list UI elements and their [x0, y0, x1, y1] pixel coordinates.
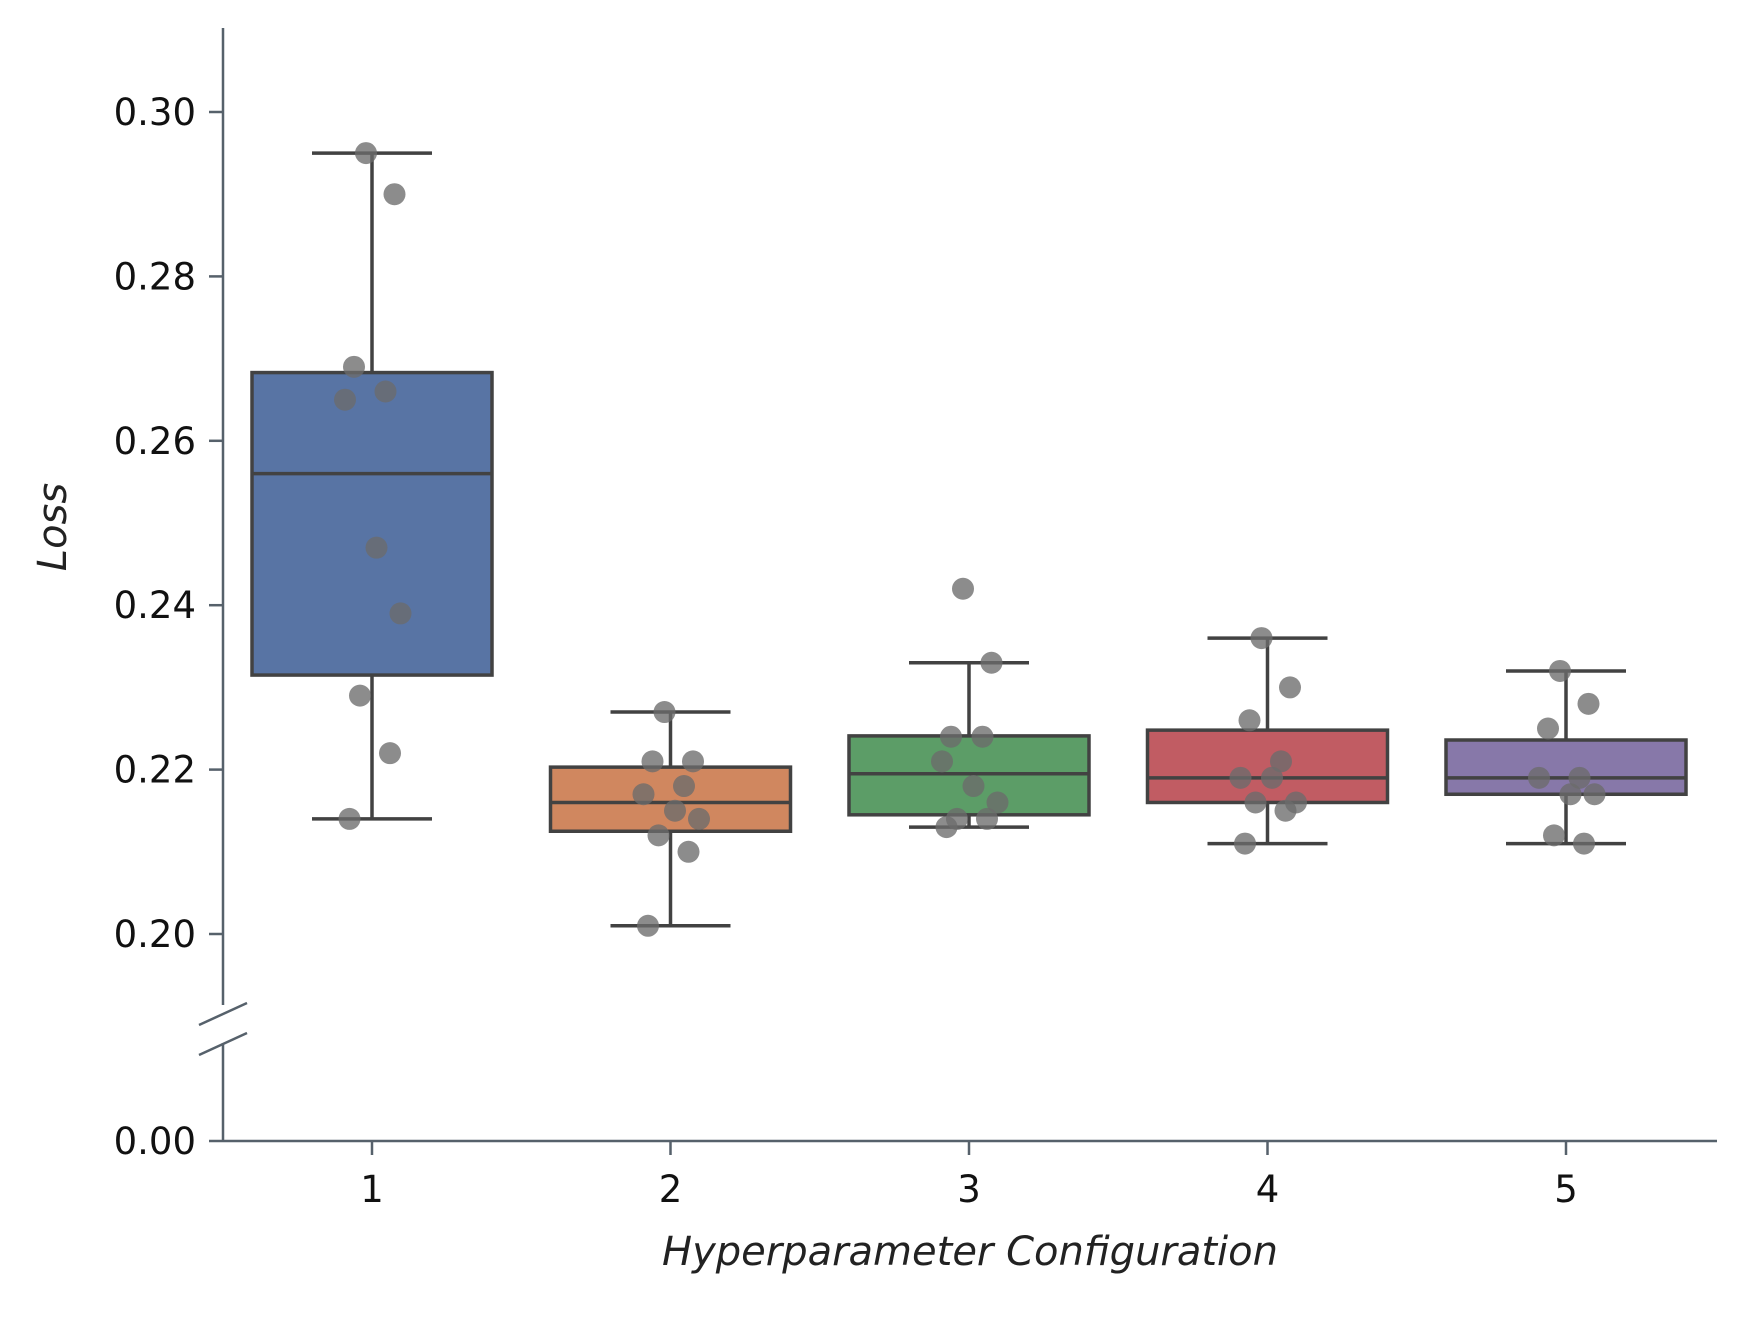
data-point: [1568, 766, 1591, 789]
x-ticks: 1 2 3 4 5: [360, 1141, 1578, 1211]
data-point: [653, 701, 676, 724]
y-tick-label: 0.00: [114, 1120, 196, 1163]
data-point: [632, 783, 655, 806]
data-point: [1583, 783, 1606, 806]
box-body: [1145, 728, 1390, 805]
data-point: [1528, 766, 1550, 789]
data-point: [1270, 750, 1292, 773]
data-point: [349, 684, 371, 707]
y-tick-label: 0.26: [114, 420, 196, 463]
data-point: [637, 914, 659, 937]
y-tick-label: 0.20: [114, 913, 196, 956]
data-point: [952, 577, 974, 600]
box-5: [1444, 669, 1688, 846]
x-tick-label: 4: [1256, 1168, 1280, 1211]
y-axis-title: Loss: [30, 483, 76, 571]
data-point: [343, 355, 365, 378]
data-point: [383, 183, 406, 206]
data-point: [940, 725, 962, 748]
data-point: [1559, 783, 1582, 806]
y-tick-label: 0.30: [114, 91, 196, 134]
data-points: [334, 142, 1606, 937]
data-point: [1279, 676, 1301, 699]
data-point: [1250, 627, 1273, 650]
x-tick-label: 5: [1554, 1168, 1578, 1211]
data-point: [1274, 799, 1297, 822]
data-point: [365, 536, 388, 559]
data-point: [1577, 692, 1600, 715]
data-point: [677, 840, 700, 863]
box-4: [1145, 636, 1390, 846]
data-point: [1543, 824, 1565, 847]
data-point: [355, 142, 377, 165]
y-tick-label: 0.24: [114, 584, 196, 627]
data-point: [971, 725, 994, 748]
data-point: [1549, 659, 1571, 682]
y-ticks: 0.00 0.20 0.22 0.24 0.26 0.28 0.30: [114, 91, 223, 1163]
data-point: [379, 742, 401, 765]
x-axis-title: Hyperparameter Configuration: [662, 1229, 1278, 1275]
data-point: [976, 807, 998, 830]
data-point: [931, 750, 953, 773]
axis-break-mark-top: [198, 1001, 248, 1027]
box-body: [548, 765, 793, 833]
axis-break-mark-bottom: [198, 1031, 248, 1057]
y-tick-label: 0.22: [114, 749, 196, 792]
data-point: [374, 380, 397, 403]
x-tick-label: 3: [957, 1168, 981, 1211]
data-point: [980, 651, 1003, 674]
data-point: [647, 824, 670, 847]
box-3: [847, 660, 1091, 829]
data-point: [935, 816, 958, 839]
data-point: [334, 388, 356, 411]
data-point: [682, 750, 704, 773]
data-point: [1573, 832, 1595, 855]
data-point: [1238, 709, 1261, 732]
data-point: [389, 602, 412, 625]
data-point: [673, 775, 695, 798]
data-point: [641, 750, 664, 773]
data-point: [1229, 766, 1252, 789]
x-tick-label: 1: [360, 1168, 384, 1211]
data-point: [1537, 717, 1559, 740]
data-point: [1261, 766, 1283, 789]
box-1: [250, 151, 494, 821]
data-point: [664, 799, 686, 822]
box-body: [250, 370, 494, 677]
data-point: [986, 791, 1009, 814]
boxes: [250, 151, 1688, 928]
x-tick-label: 2: [659, 1168, 683, 1211]
data-point: [1234, 832, 1256, 855]
y-tick-label: 0.28: [114, 255, 196, 298]
data-point: [1244, 791, 1267, 814]
data-point: [338, 807, 361, 830]
data-point: [688, 807, 710, 830]
data-point: [962, 775, 985, 798]
